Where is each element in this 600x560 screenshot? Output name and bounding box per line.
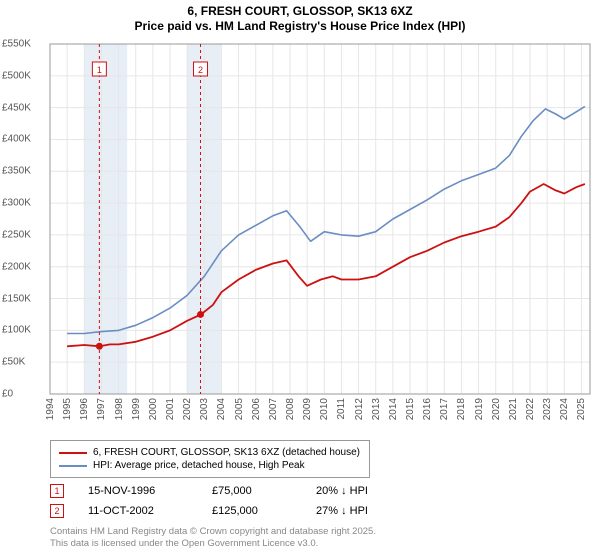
y-axis-label: £0 (2, 389, 13, 400)
x-axis-label: 2011 (336, 398, 347, 420)
y-axis-label: £150K (2, 293, 31, 304)
chart-title-line2: Price paid vs. HM Land Registry's House … (0, 19, 600, 34)
x-axis-label: 2001 (165, 398, 176, 420)
footer-line2: This data is licensed under the Open Gov… (50, 538, 600, 550)
x-axis-label: 1998 (114, 398, 125, 420)
legend-label: 6, FRESH COURT, GLOSSOP, SK13 6XZ (detac… (93, 447, 360, 458)
y-axis-label: £300K (2, 198, 31, 209)
x-axis-label: 1996 (79, 398, 90, 420)
y-axis-label: £50K (2, 357, 25, 368)
x-axis-label: 2016 (422, 398, 433, 420)
y-axis-label: £550K (2, 39, 31, 50)
footer: Contains HM Land Registry data © Crown c… (50, 526, 600, 551)
sale-date: 11-OCT-2002 (88, 505, 188, 517)
sale-delta: 20% ↓ HPI (316, 485, 368, 497)
sale-marker-icon: 1 (50, 484, 64, 498)
x-axis-label: 2003 (199, 398, 210, 420)
x-axis-label: 2000 (148, 398, 159, 420)
chart-area: 12 £0£50K£100K£150K£200K£250K£300K£350K£… (0, 34, 600, 434)
sale-delta: 27% ↓ HPI (316, 505, 368, 517)
x-axis-label: 2021 (508, 398, 519, 420)
x-axis-label: 2024 (559, 398, 570, 420)
y-axis-label: £250K (2, 229, 31, 240)
chart-title-line1: 6, FRESH COURT, GLOSSOP, SK13 6XZ (0, 4, 600, 19)
x-axis-label: 2012 (354, 398, 365, 420)
x-axis-label: 2017 (439, 398, 450, 420)
y-axis-label: £500K (2, 70, 31, 81)
x-axis-label: 2009 (302, 398, 313, 420)
y-axis-label: £200K (2, 261, 31, 272)
legend-swatch (59, 465, 87, 467)
x-axis-label: 2022 (525, 398, 536, 420)
y-axis-label: £400K (2, 134, 31, 145)
x-axis-label: 2004 (216, 398, 227, 420)
x-axis-label: 2023 (542, 398, 553, 420)
x-axis-label: 2008 (285, 398, 296, 420)
x-axis-label: 2019 (474, 398, 485, 420)
x-axis-label: 2006 (251, 398, 262, 420)
y-axis-label: £100K (2, 325, 31, 336)
y-axis-label: £450K (2, 102, 31, 113)
svg-text:1: 1 (97, 65, 102, 75)
legend-item: HPI: Average price, detached house, High… (59, 460, 361, 471)
x-axis-label: 1997 (96, 398, 107, 420)
x-axis-label: 2025 (576, 398, 587, 420)
sale-row: 2 11-OCT-2002 £125,000 27% ↓ HPI (50, 504, 600, 518)
chart-svg: 12 (0, 34, 600, 434)
legend-item: 6, FRESH COURT, GLOSSOP, SK13 6XZ (detac… (59, 447, 361, 458)
sale-row: 1 15-NOV-1996 £75,000 20% ↓ HPI (50, 484, 600, 498)
x-axis-label: 2018 (456, 398, 467, 420)
x-axis-label: 2005 (234, 398, 245, 420)
sale-price: £125,000 (212, 505, 292, 517)
legend-label: HPI: Average price, detached house, High… (93, 460, 305, 471)
legend-swatch (59, 452, 87, 454)
sale-marker-icon: 2 (50, 504, 64, 518)
x-axis-label: 1994 (45, 398, 56, 420)
sale-date: 15-NOV-1996 (88, 485, 188, 497)
sale-price: £75,000 (212, 485, 292, 497)
x-axis-label: 2002 (182, 398, 193, 420)
x-axis-label: 2020 (491, 398, 502, 420)
x-axis-label: 2013 (371, 398, 382, 420)
x-axis-label: 2014 (388, 398, 399, 420)
x-axis-label: 1995 (62, 398, 73, 420)
x-axis-label: 2007 (268, 398, 279, 420)
x-axis-label: 2010 (319, 398, 330, 420)
x-axis-label: 1999 (131, 398, 142, 420)
svg-text:2: 2 (198, 65, 203, 75)
x-axis-label: 2015 (405, 398, 416, 420)
footer-line1: Contains HM Land Registry data © Crown c… (50, 526, 600, 538)
legend: 6, FRESH COURT, GLOSSOP, SK13 6XZ (detac… (50, 440, 370, 478)
y-axis-label: £350K (2, 166, 31, 177)
